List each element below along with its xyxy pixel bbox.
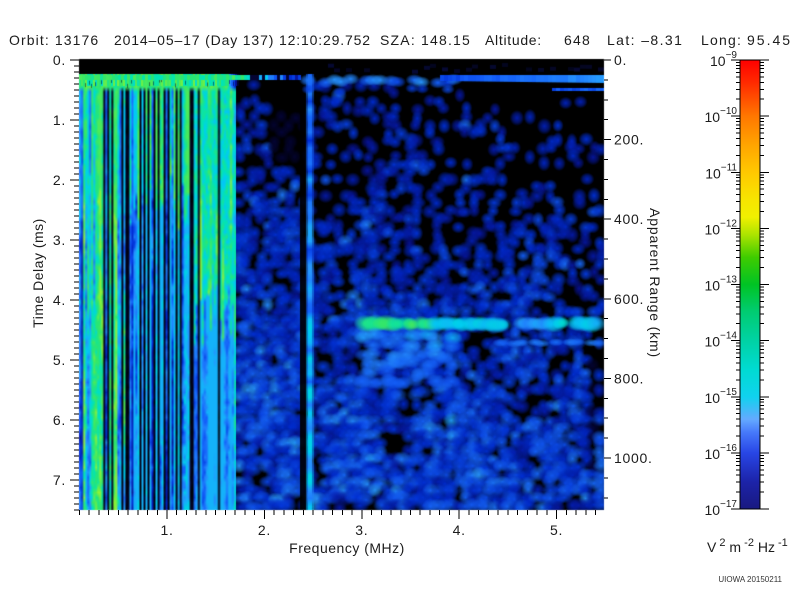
svg-text:10−10: 10−10 [704, 106, 737, 125]
svg-text:10−15: 10−15 [704, 387, 737, 406]
svg-text:6.: 6. [53, 412, 66, 428]
svg-text:V 2 m -2 Hz -1: V 2 m -2 Hz -1 [707, 537, 788, 555]
svg-text:10−14: 10−14 [704, 331, 737, 350]
svg-text:2014–05–17 (Day 137) 12:10:29.: 2014–05–17 (Day 137) 12:10:29.752 [114, 32, 371, 48]
svg-text:10−11: 10−11 [705, 162, 737, 181]
svg-text:Long:: Long: [701, 32, 742, 48]
svg-text:Lat: –8.31: Lat: –8.31 [607, 32, 683, 48]
svg-text:UIOWA 20150211: UIOWA 20150211 [718, 575, 782, 584]
svg-text:5.: 5. [550, 522, 563, 538]
svg-text:0.: 0. [53, 52, 66, 68]
svg-text:1.: 1. [160, 522, 173, 538]
svg-text:Time Delay (ms): Time Delay (ms) [30, 218, 46, 328]
svg-text:7.: 7. [53, 472, 66, 488]
svg-text:Altitude:: Altitude: [485, 32, 542, 48]
svg-text:600.: 600. [614, 291, 644, 307]
svg-text:1000.: 1000. [614, 450, 653, 466]
svg-text:10−16: 10−16 [704, 443, 737, 462]
svg-text:10−9: 10−9 [710, 50, 737, 69]
svg-text:5.: 5. [53, 352, 66, 368]
svg-text:2.: 2. [53, 172, 66, 188]
svg-text:800.: 800. [614, 370, 644, 386]
svg-text:Frequency (MHz): Frequency (MHz) [289, 540, 405, 556]
svg-text:648: 648 [564, 32, 591, 48]
svg-text:1.: 1. [53, 112, 66, 128]
svg-text:200.: 200. [614, 132, 644, 148]
svg-text:Apparent Range (km): Apparent Range (km) [647, 208, 663, 358]
svg-text:3.: 3. [53, 232, 66, 248]
svg-text:0.: 0. [614, 52, 627, 68]
svg-text:4.: 4. [53, 292, 66, 308]
svg-text:4.: 4. [453, 522, 466, 538]
svg-text:400.: 400. [614, 211, 644, 227]
svg-text:10−17: 10−17 [704, 499, 737, 518]
svg-text:10−13: 10−13 [704, 275, 737, 294]
svg-text:95.45: 95.45 [747, 32, 792, 48]
svg-text:2.: 2. [258, 522, 271, 538]
svg-text:10−12: 10−12 [704, 218, 737, 237]
svg-text:3.: 3. [355, 522, 368, 538]
svg-text:SZA: 148.15: SZA: 148.15 [380, 32, 471, 48]
svg-text:Orbit: 13176: Orbit: 13176 [9, 32, 99, 48]
